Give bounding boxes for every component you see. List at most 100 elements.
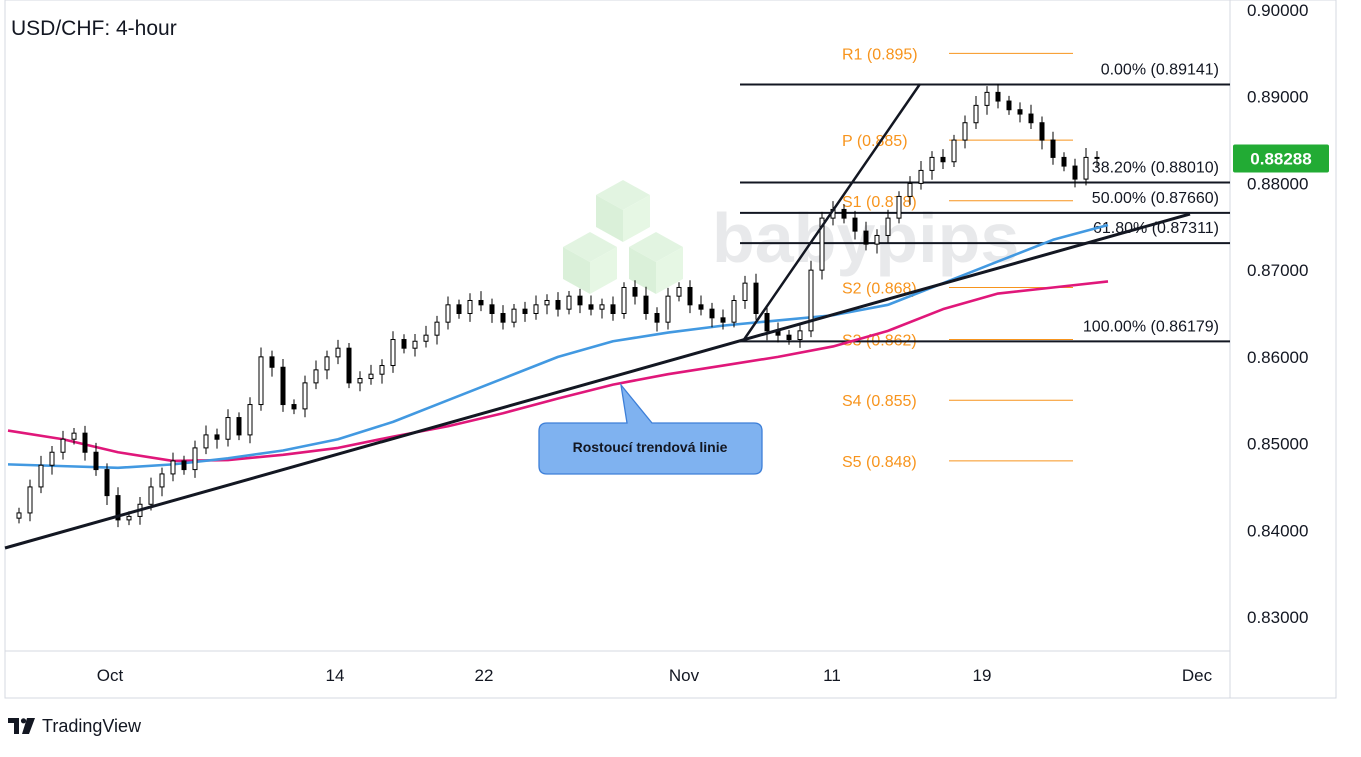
candle xyxy=(522,301,528,322)
candle xyxy=(643,286,649,320)
candle-body xyxy=(390,339,396,367)
candle-body xyxy=(841,208,847,219)
candle-body xyxy=(709,308,715,319)
candle-body xyxy=(302,382,308,410)
candle xyxy=(467,293,473,322)
candle xyxy=(192,440,198,478)
candle xyxy=(896,191,902,224)
candle-body xyxy=(1017,109,1023,115)
candle-body xyxy=(665,295,671,323)
candle-body xyxy=(599,304,605,310)
candle-body xyxy=(478,299,484,306)
candle xyxy=(49,445,55,475)
x-tick-label: 19 xyxy=(973,666,992,685)
candle xyxy=(665,287,671,330)
candle-body xyxy=(203,434,209,449)
pivot-label: S2 (0.868) xyxy=(842,280,917,297)
candle-body xyxy=(82,432,88,453)
callout-text: Rostoucí trendová linie xyxy=(573,439,728,455)
candle xyxy=(676,282,682,302)
candle xyxy=(841,204,847,224)
candle xyxy=(379,359,385,384)
candle xyxy=(93,442,99,476)
sma-slow-series xyxy=(7,280,1109,463)
candle xyxy=(60,430,66,460)
candle xyxy=(16,507,22,524)
candle-body xyxy=(71,432,77,440)
candle xyxy=(929,151,935,180)
candle-body xyxy=(324,356,330,371)
candle xyxy=(577,288,583,314)
candle xyxy=(511,303,517,328)
candle-body xyxy=(819,217,825,271)
candle xyxy=(148,477,154,511)
fib-label: 38.20% (0.88010) xyxy=(1092,160,1219,177)
candle xyxy=(962,115,968,149)
pivot-label: R1 (0.895) xyxy=(842,46,918,63)
candle xyxy=(434,315,440,345)
candle-body xyxy=(93,451,99,471)
candle-body xyxy=(291,404,297,410)
candle xyxy=(225,409,231,447)
pivot-label: P (0.885) xyxy=(842,133,908,150)
candle xyxy=(324,350,330,380)
candle-body xyxy=(225,417,231,440)
candle-body xyxy=(467,299,473,315)
candle-body xyxy=(115,495,121,521)
candle-body xyxy=(951,139,957,163)
y-tick-label: 0.86000 xyxy=(1247,348,1308,367)
candle-body xyxy=(412,340,418,349)
y-tick-label: 0.89000 xyxy=(1247,88,1308,107)
candle xyxy=(863,221,869,251)
candle-body xyxy=(313,369,319,384)
candle-body xyxy=(973,104,979,124)
candle xyxy=(852,210,858,240)
candle-body xyxy=(632,286,638,297)
candle-body xyxy=(159,473,165,488)
candle-body xyxy=(357,378,363,384)
candle-body xyxy=(280,366,286,406)
candle xyxy=(104,463,110,505)
current-price-badge xyxy=(1233,144,1329,173)
trend-lines xyxy=(4,83,1191,550)
candle-body xyxy=(753,282,759,314)
candle xyxy=(907,176,913,205)
candle xyxy=(555,292,561,317)
candle xyxy=(478,291,484,312)
candle xyxy=(731,295,737,328)
x-tick-label: Oct xyxy=(97,666,124,685)
candle-body xyxy=(335,347,341,358)
candle-body xyxy=(896,195,902,219)
candle-body xyxy=(621,286,627,315)
x-tick-label: Nov xyxy=(669,666,700,685)
trendline-callout: Rostoucí trendová linie xyxy=(538,382,763,475)
tradingview-logo-icon xyxy=(8,718,35,734)
candle xyxy=(203,425,209,455)
y-tick-label: 0.87000 xyxy=(1247,261,1308,280)
candle xyxy=(1083,148,1089,186)
candle-body xyxy=(148,486,154,505)
candle xyxy=(181,455,187,475)
candle xyxy=(390,331,396,373)
candle-body xyxy=(500,313,506,323)
candle-body xyxy=(368,373,374,380)
candle xyxy=(401,334,407,354)
y-tick-label: 0.85000 xyxy=(1247,435,1308,454)
candle-body xyxy=(126,515,132,521)
candle xyxy=(412,333,418,357)
candle xyxy=(786,329,792,345)
candle xyxy=(357,371,363,392)
candles xyxy=(16,84,1100,528)
candle-body xyxy=(764,313,770,332)
candle-body xyxy=(984,91,990,106)
candle xyxy=(610,296,616,321)
tradingview-brand: TradingView xyxy=(42,715,142,736)
candle-body xyxy=(610,304,616,315)
candle-body xyxy=(269,356,275,368)
candle-body xyxy=(918,169,924,184)
candle-body xyxy=(456,304,462,315)
candle-body xyxy=(786,334,792,341)
y-tick-label: 0.83000 xyxy=(1247,608,1308,627)
candle-body xyxy=(1039,122,1045,141)
